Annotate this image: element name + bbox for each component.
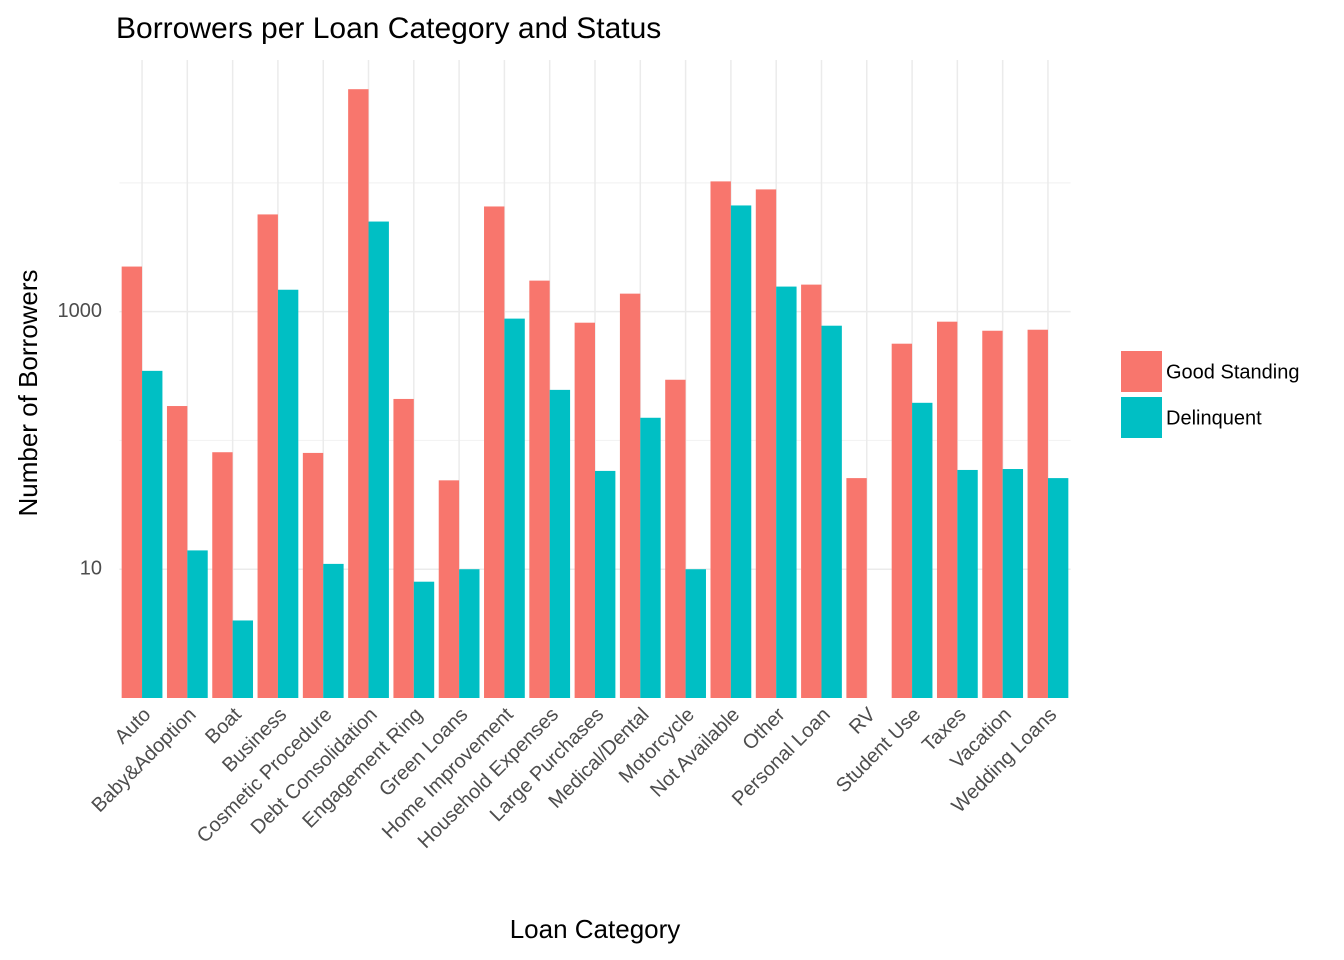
bar <box>368 221 389 698</box>
bar <box>142 370 163 698</box>
legend-key <box>1121 351 1162 392</box>
x-tick-label: Student Use <box>832 704 925 797</box>
bar <box>484 206 505 698</box>
bar <box>1047 478 1069 698</box>
bar <box>574 322 595 698</box>
bar <box>685 569 706 698</box>
x-tick-label: RV <box>845 703 880 738</box>
y-axis-title: Number of Borrowers <box>13 269 43 516</box>
bar <box>755 189 777 698</box>
legend-label: Delinquent <box>1166 407 1262 429</box>
bar <box>619 293 641 698</box>
bar <box>665 379 686 698</box>
bar <box>730 205 752 698</box>
bar <box>166 406 188 698</box>
bar <box>302 452 324 698</box>
bar <box>982 330 1003 698</box>
bar <box>957 469 978 698</box>
bar <box>891 343 913 698</box>
bar <box>846 478 867 698</box>
bar <box>912 402 933 698</box>
bar <box>187 550 208 698</box>
bar <box>121 266 143 698</box>
bar <box>413 581 435 698</box>
bar <box>640 417 661 698</box>
bar <box>549 389 571 698</box>
bar <box>821 325 842 698</box>
y-tick-label: 1000 <box>58 300 103 322</box>
bar <box>529 280 550 698</box>
bar <box>710 181 731 699</box>
bar <box>257 214 278 698</box>
bar <box>776 286 797 698</box>
legend-label: Good Standing <box>1166 361 1299 383</box>
bar <box>438 480 460 698</box>
bar <box>504 318 525 698</box>
bar <box>1002 469 1024 698</box>
bar <box>1027 329 1048 698</box>
bar <box>936 321 958 698</box>
x-axis-title: Loan Category <box>510 914 681 944</box>
bar <box>348 89 369 698</box>
bar <box>595 470 616 698</box>
bar <box>212 452 233 698</box>
bar <box>232 620 254 698</box>
bar <box>459 569 480 698</box>
y-tick-label: 10 <box>80 558 102 580</box>
bar <box>277 289 299 698</box>
bar <box>801 284 822 698</box>
legend-key <box>1121 397 1162 438</box>
chart-title: Borrowers per Loan Category and Status <box>116 12 661 45</box>
bar <box>393 398 414 698</box>
bar <box>323 563 344 698</box>
